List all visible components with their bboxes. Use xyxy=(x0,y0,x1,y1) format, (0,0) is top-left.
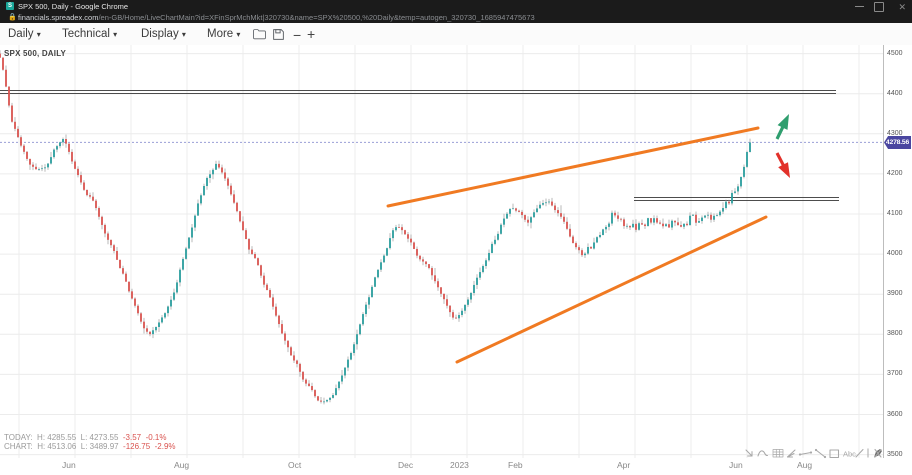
svg-text:Abc: Abc xyxy=(843,450,856,459)
